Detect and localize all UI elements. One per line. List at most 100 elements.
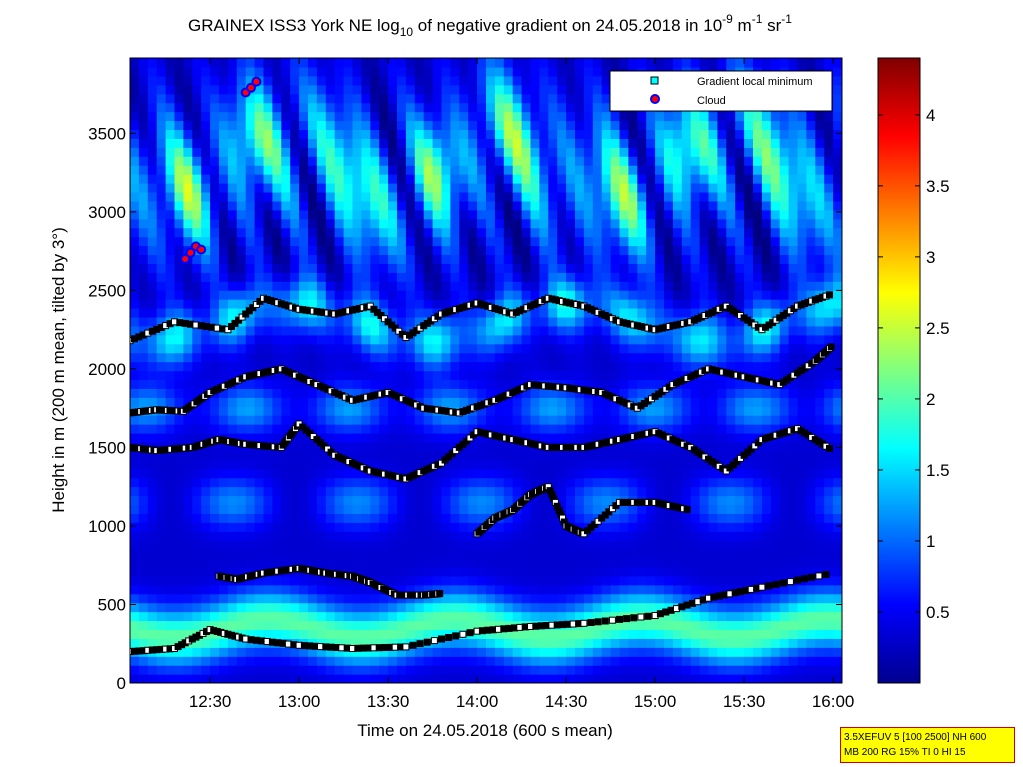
heatmap-cell (272, 540, 282, 550)
heatmap-cell (281, 102, 291, 113)
heatmap-cell (174, 602, 184, 613)
heatmap-cell (432, 165, 443, 175)
heatmap-cell (156, 629, 167, 639)
heatmap-cell (263, 200, 273, 211)
heatmap-cell (699, 495, 710, 506)
heatmap-cell (130, 379, 140, 389)
heatmap-cell (370, 58, 380, 68)
heatmap-cell (388, 361, 398, 372)
heatmap-cell (708, 120, 718, 131)
heatmap-cell (192, 656, 202, 666)
heatmap-cell (290, 75, 300, 86)
heatmap-cell (601, 102, 612, 113)
heatmap-cell (156, 531, 167, 541)
heatmap-cell (414, 495, 425, 506)
heatmap-cell (263, 290, 273, 300)
heatmap-cell (512, 450, 523, 461)
heatmap-cell (290, 290, 300, 300)
heatmap-cell (308, 406, 318, 416)
heatmap-cell (717, 477, 727, 488)
heatmap-cell (165, 370, 176, 381)
heatmap-cell (138, 227, 149, 238)
heatmap-cell (726, 602, 736, 613)
heatmap-cell (290, 629, 300, 639)
heatmap-cell (432, 75, 443, 86)
heatmap-cell (610, 370, 621, 381)
heatmap-cell (557, 388, 567, 398)
heatmap-cell (423, 138, 434, 148)
heatmap-cell (227, 325, 238, 336)
heatmap-cell (236, 397, 247, 407)
heatmap-cell (548, 200, 558, 211)
heatmap-cell (468, 415, 478, 425)
heatmap-cell (245, 209, 256, 220)
heatmap-cell (254, 84, 265, 95)
heatmap-cell (708, 656, 718, 666)
heatmap-cell (281, 165, 291, 175)
heatmap-cell (530, 156, 540, 166)
heatmap-cell (397, 575, 407, 586)
heatmap-cell (219, 138, 229, 148)
heatmap-cell (281, 593, 291, 604)
heatmap-cell (130, 566, 140, 577)
heatmap-cell (138, 629, 149, 639)
heatmap-cell (414, 558, 425, 568)
heatmap-cell (566, 379, 576, 389)
heatmap-cell (343, 361, 354, 372)
heatmap-cell (646, 629, 656, 639)
heatmap-cell (281, 477, 291, 488)
heatmap-cell (236, 147, 247, 157)
heatmap-cell (548, 281, 558, 291)
heatmap-cell (423, 620, 434, 631)
heatmap-cell (316, 93, 327, 104)
heatmap-cell (575, 602, 585, 613)
heatmap-cell (299, 665, 309, 675)
heatmap-cell (343, 129, 354, 139)
heatmap-cell (308, 388, 318, 398)
heatmap-cell (494, 629, 505, 639)
heatmap-cell (503, 334, 514, 345)
heatmap-cell (566, 191, 576, 202)
heatmap-cell (459, 611, 469, 622)
heatmap-cell (174, 209, 184, 220)
heatmap-cell (343, 504, 354, 514)
heatmap-cell (147, 334, 158, 345)
heatmap-cell (646, 504, 656, 514)
heatmap-cell (601, 459, 612, 470)
heatmap-cell (201, 602, 211, 613)
heatmap-cell (655, 120, 665, 131)
heatmap-cell (334, 441, 345, 452)
heatmap-cell (450, 272, 460, 282)
heatmap-cell (726, 513, 736, 523)
heatmap-cell (432, 218, 443, 229)
heatmap-cell (138, 433, 149, 443)
heatmap-cell (174, 656, 184, 666)
heatmap-cell (379, 629, 389, 639)
heatmap-cell (583, 290, 594, 300)
heatmap-cell (308, 263, 318, 273)
heatmap-cell (592, 575, 603, 586)
heatmap-cell (423, 102, 434, 113)
heatmap-cell (637, 209, 647, 220)
heatmap-cell (334, 593, 345, 604)
heatmap-cell (343, 156, 354, 166)
heatmap-cell (263, 138, 273, 148)
heatmap-cell (352, 316, 362, 327)
heatmap-cell (664, 120, 674, 131)
heatmap-cell (290, 459, 300, 470)
heatmap-cell (192, 522, 202, 532)
heatmap-cell (308, 424, 318, 434)
heatmap-cell (530, 352, 540, 363)
heatmap-cell (459, 93, 469, 104)
heatmap-cell (735, 183, 745, 193)
heatmap-cell (352, 674, 362, 683)
heatmap-cell (263, 245, 273, 256)
heatmap-cell (290, 575, 300, 586)
heatmap-cell (441, 647, 451, 657)
heatmap-cell (601, 549, 612, 559)
heatmap-cell (681, 477, 692, 488)
heatmap-cell (459, 281, 469, 291)
heatmap-cell (655, 656, 665, 666)
heatmap-cell (459, 343, 469, 354)
heatmap-cell (352, 147, 362, 157)
